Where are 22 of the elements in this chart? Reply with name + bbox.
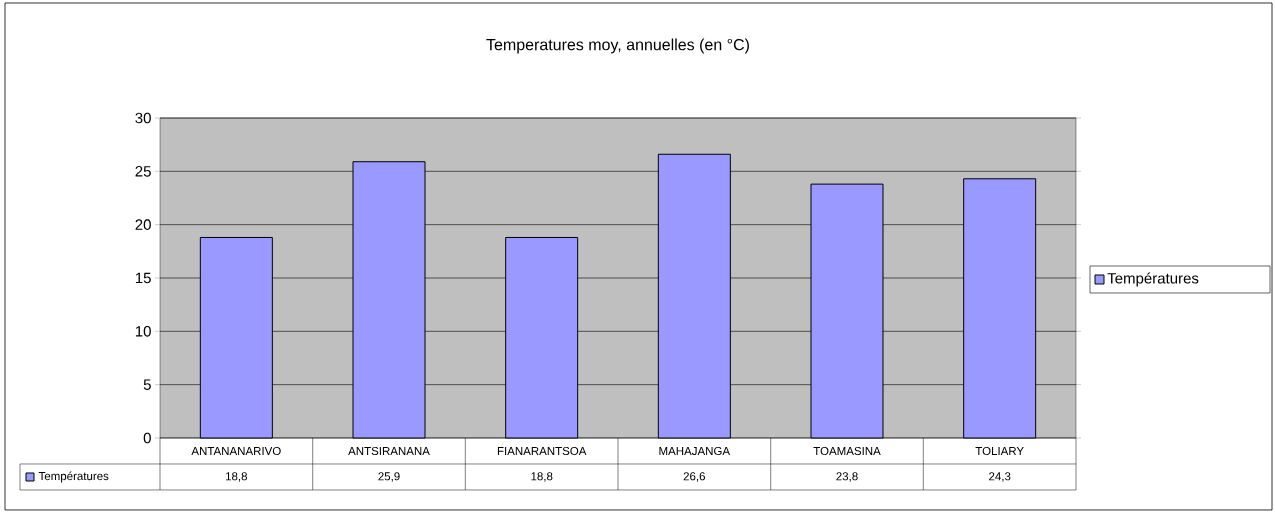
y-tick-label: 10 [135,326,151,337]
y-tick-label: 15 [135,272,151,284]
x-tick-label: ANTSIRANANA [348,446,430,456]
x-tick-label: TOAMASINA [813,446,881,456]
data-label: 18,8 [226,472,247,482]
text: Températures [38,471,109,483]
y-tick-label: 5 [143,379,151,390]
y-tick-label: 30 [135,112,151,124]
chart-title: Temperatures moy, annuelles (en °C) [486,38,749,54]
x-tick-label: TOLIARY [975,446,1024,456]
x-tick-label: MAHAJANGA [659,446,731,456]
y-tick-label: 0 [143,432,151,444]
x-tick-label: FIANARANTSOA [497,446,587,456]
data-label: 23,8 [836,472,858,482]
data-label: 18,8 [531,472,553,482]
legend-label: Températures [1107,272,1199,287]
y-tick-label: 25 [135,166,151,177]
data-label: 24,3 [989,472,1011,482]
data-label: 25,9 [378,472,400,482]
x-tick-label: ANTANANARIVO [191,446,281,456]
y-tick-label: 20 [135,219,151,230]
data-label: 26,6 [683,472,705,482]
